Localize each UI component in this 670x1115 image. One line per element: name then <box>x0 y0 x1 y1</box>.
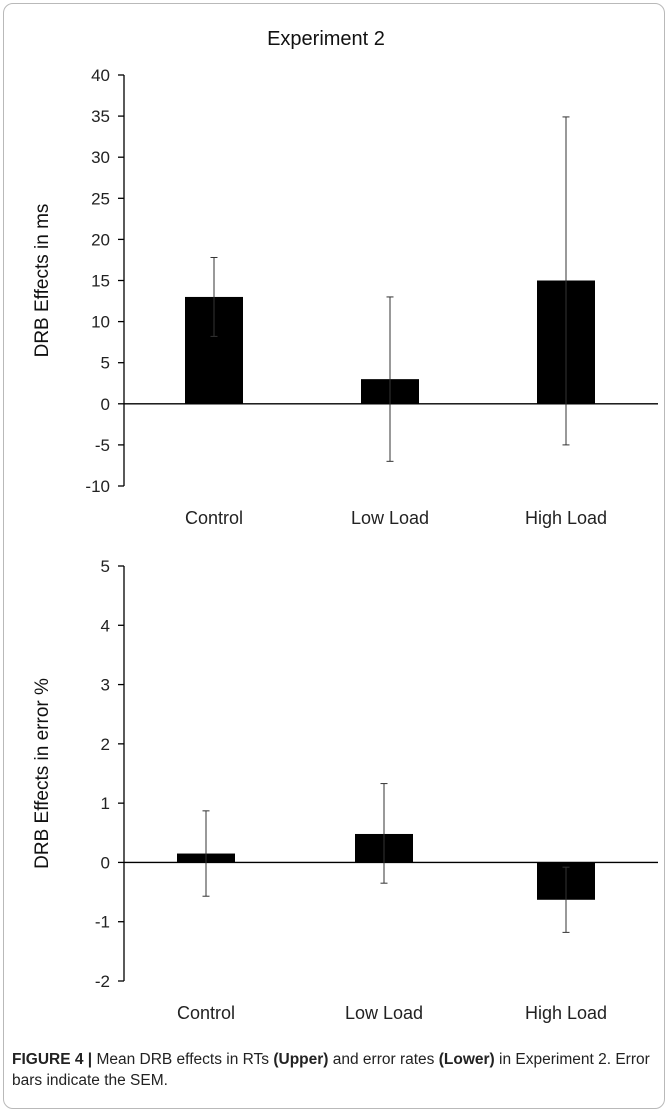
chart1-y-tick-label: 35 <box>91 107 110 126</box>
chart2-y-tick-label: 2 <box>101 735 110 754</box>
chart2-x-tick-label: Control <box>177 1003 235 1023</box>
chart1-x-tick-label: Control <box>185 508 243 528</box>
chart2-y-tick-label: -2 <box>95 972 110 991</box>
caption-text-2: and error rates <box>328 1051 439 1068</box>
chart2-y-tick-label: 1 <box>101 794 110 813</box>
chart2-x-tick-label: High Load <box>525 1003 607 1023</box>
chart2-y-tick-label: 4 <box>101 616 110 635</box>
figure-frame <box>3 3 665 1109</box>
chart2-y-tick-label: 0 <box>101 853 110 872</box>
chart1-title: Experiment 2 <box>267 28 385 50</box>
caption-lower: (Lower) <box>438 1051 495 1068</box>
caption-label: FIGURE 4 | <box>12 1051 93 1068</box>
chart1-y-tick-label: 15 <box>91 272 110 291</box>
caption-text-1: Mean DRB effects in RTs <box>92 1051 274 1068</box>
chart1-x-tick-label: Low Load <box>351 508 429 528</box>
chart1-y-tick-label: 10 <box>91 313 110 332</box>
figure-caption: FIGURE 4 | Mean DRB effects in RTs (Uppe… <box>12 1049 652 1091</box>
caption-upper: (Upper) <box>273 1051 329 1068</box>
chart1-y-tick-label: 30 <box>91 148 110 167</box>
chart2-y-tick-label: 3 <box>101 676 110 695</box>
chart1-y-tick-label: 25 <box>91 189 110 208</box>
chart2-x-tick-label: Low Load <box>345 1003 423 1023</box>
chart1-y-tick-label: -10 <box>85 477 110 496</box>
chart1-ylabel: DRB Effects in ms <box>32 204 53 358</box>
chart2-y-tick-label: 5 <box>101 557 110 576</box>
chart2-ylabel: DRB Effects in error % <box>32 678 53 869</box>
chart1-y-tick-label: 0 <box>101 395 110 414</box>
chart2-y-tick-label: -1 <box>95 913 110 932</box>
caption-text-3: in Experiment 2. Error bars indicate the… <box>12 1051 650 1089</box>
chart1-y-tick-label: 5 <box>101 354 110 373</box>
chart1-x-tick-label: High Load <box>525 508 607 528</box>
chart1-y-tick-label: -5 <box>95 436 110 455</box>
chart1-y-tick-label: 40 <box>91 66 110 85</box>
chart1-y-tick-label: 20 <box>91 230 110 249</box>
